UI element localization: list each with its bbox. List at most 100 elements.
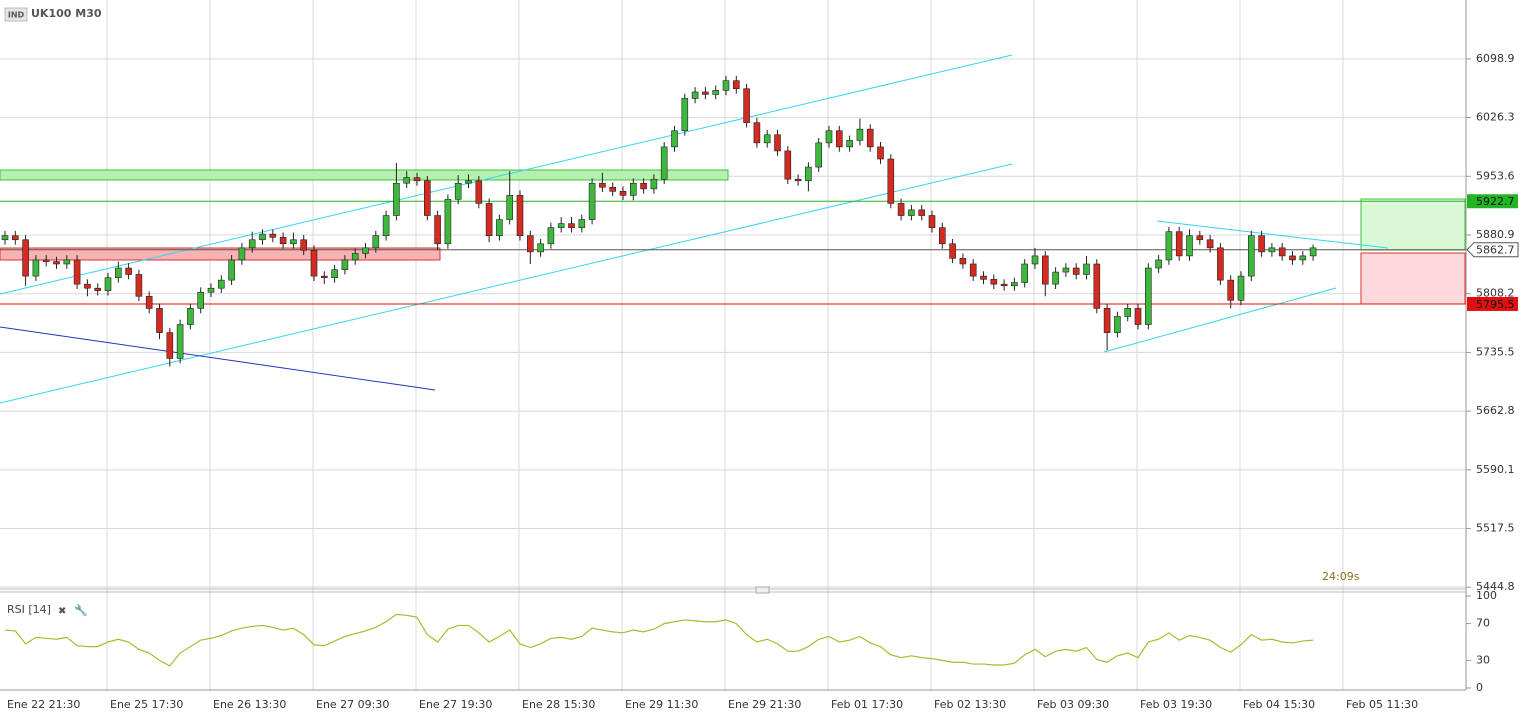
y-tick-label: 6026.3 (1476, 111, 1515, 124)
grid (0, 0, 1466, 690)
price-tag-label: 5795.5 (1476, 298, 1515, 311)
candle-body (722, 80, 730, 91)
candle-body (660, 146, 668, 180)
candle-body (578, 219, 586, 228)
candle-body (1206, 239, 1214, 249)
y-tick-label: 5444.8 (1476, 580, 1515, 593)
candle-body (423, 180, 431, 216)
candle-body (1268, 247, 1276, 253)
candle-body (1011, 282, 1018, 287)
candle-body (980, 275, 987, 280)
candle-body (619, 191, 627, 196)
candle-body (526, 235, 534, 253)
candle-body (1309, 247, 1317, 257)
chart-title: UK100 M30 (31, 7, 102, 20)
x-tick-label: Feb 02 13:30 (934, 698, 1006, 711)
candle-body (1248, 235, 1255, 277)
candle-body (434, 215, 441, 245)
candle-body (1186, 235, 1193, 257)
candle-body (681, 98, 689, 132)
candle-body (640, 182, 647, 190)
close-icon[interactable]: ✖ (58, 606, 66, 617)
candle-body (372, 235, 380, 249)
candle-body (1083, 263, 1090, 275)
candle-body (331, 269, 338, 279)
y-tick-label: 6098.9 (1476, 52, 1515, 65)
x-tick-label: Ene 22 21:30 (7, 698, 80, 711)
candle-body (53, 261, 60, 265)
candle-body (496, 219, 503, 237)
candle-body (753, 122, 761, 144)
y-tick-label: 5953.6 (1476, 169, 1515, 182)
x-tick-label: Feb 01 17:30 (831, 698, 903, 711)
candle-body (897, 203, 905, 216)
candle-body (290, 239, 297, 245)
trend-line (0, 326, 436, 391)
x-tick-label: Feb 03 09:30 (1037, 698, 1109, 711)
candle-body (218, 279, 225, 289)
stop-box (1360, 252, 1466, 305)
trend-line (0, 163, 1013, 404)
candle-body (1031, 255, 1039, 265)
y-tick-label: 30 (1476, 653, 1490, 666)
candle-body (259, 233, 266, 241)
candle-body (794, 178, 802, 182)
candle-body (599, 182, 606, 188)
candle-body (928, 215, 936, 228)
candle-body (454, 182, 462, 200)
candle-body (856, 128, 864, 141)
candle-body (1217, 247, 1224, 281)
indicator-title: RSI [14] (7, 603, 51, 616)
supply-zone (0, 169, 729, 181)
candle-body (990, 279, 998, 285)
candle-body (362, 247, 369, 254)
candle-body (382, 215, 390, 237)
demand-zone (0, 247, 441, 261)
candle-body (1124, 308, 1131, 317)
candle-body (1000, 283, 1008, 287)
candle-body (609, 186, 617, 192)
x-tick-label: Ene 27 19:30 (419, 698, 492, 711)
candle-body (310, 249, 318, 277)
candle-body (403, 177, 411, 184)
pane-resize-handle[interactable] (755, 586, 770, 594)
candle-body (176, 324, 184, 359)
candle-body (784, 150, 792, 180)
settings-icon[interactable]: 🔧 (74, 603, 88, 617)
y-tick-label: 5590.1 (1476, 463, 1515, 476)
candle-body (166, 332, 174, 359)
candle-body (908, 209, 915, 216)
candle-body (341, 259, 349, 270)
x-tick-label: Ene 29 11:30 (625, 698, 698, 711)
candle-body (63, 259, 71, 265)
candle-body (866, 128, 874, 148)
x-tick-label: Ene 27 09:30 (316, 698, 389, 711)
candle-body (743, 88, 750, 123)
candle-body (156, 308, 163, 333)
candle-body (300, 239, 308, 251)
candle-body (269, 233, 277, 238)
candle-body (1, 235, 9, 241)
rsi-line (4, 613, 1314, 667)
candle-body (887, 158, 895, 204)
candle-body (1042, 255, 1049, 285)
trend-line (1103, 287, 1337, 353)
candle-body (42, 259, 50, 262)
candle-body (465, 180, 472, 184)
candle-body (115, 267, 122, 279)
candle-body (949, 243, 956, 259)
candle-body (238, 247, 246, 261)
candle-body (846, 140, 853, 148)
candle-body (1052, 271, 1059, 285)
candle-body (959, 258, 967, 265)
candle-body (1227, 279, 1234, 301)
candle-body (135, 274, 143, 297)
candle-body (1278, 247, 1286, 257)
candle-body (125, 267, 132, 275)
candle-body (145, 295, 153, 309)
candle-body (1021, 263, 1029, 283)
candle-body (805, 166, 812, 182)
candle-body (320, 275, 328, 279)
